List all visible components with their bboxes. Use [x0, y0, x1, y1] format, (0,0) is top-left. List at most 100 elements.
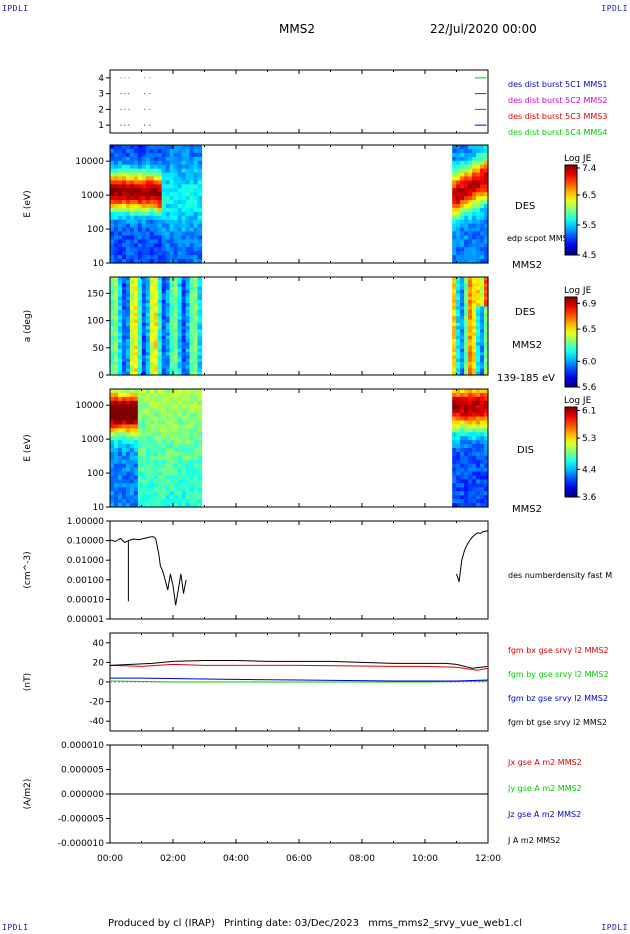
des-pitch-cell — [165, 312, 171, 317]
dis-energy-cell — [185, 487, 191, 492]
dis-energy-cell — [181, 392, 187, 398]
des-pitch-cell — [165, 365, 171, 370]
des-pitch-cell — [452, 296, 457, 301]
dis-energy-cell — [113, 483, 119, 488]
des-energy-cell — [133, 156, 139, 162]
dis-energy-cell — [165, 495, 171, 500]
des-energy-cell — [129, 235, 135, 240]
des-pitch-cell — [153, 371, 159, 376]
des-pitch-cell — [125, 312, 131, 317]
des-energy-cell — [145, 176, 151, 181]
dis-energy-cell — [197, 400, 203, 406]
dis-energy-cell — [121, 499, 127, 504]
des-energy-cell — [197, 192, 203, 197]
dis-energy-cell — [464, 451, 469, 457]
des-energy-cell — [460, 192, 465, 197]
dis-energy-cell — [141, 455, 147, 461]
des-pitch-cell — [480, 299, 485, 304]
des-energy-cell — [145, 259, 151, 264]
dis-energy-cell — [121, 455, 127, 461]
dis-energy-cell — [197, 428, 203, 433]
des-pitch-cell — [456, 332, 461, 337]
des-energy-cell — [153, 172, 159, 178]
dis-energy-cell — [476, 424, 481, 429]
des-energy-cell — [113, 255, 119, 260]
des-energy-cell — [129, 231, 135, 237]
des-energy-cell — [165, 145, 171, 150]
dis-energy-cell — [153, 396, 159, 402]
dis-energy-cell — [137, 499, 143, 504]
dis-energy-cell — [141, 451, 147, 457]
des-energy-cell — [468, 255, 473, 260]
dis-energy-cell — [169, 467, 175, 473]
dis-energy-cell — [197, 408, 203, 414]
des-energy-cell — [153, 243, 159, 248]
dis-energy-cell — [121, 436, 127, 441]
des-pitch-cell — [472, 309, 477, 314]
dis-energy-cell — [464, 491, 469, 496]
des-energy-cell — [464, 243, 469, 248]
dis-energy-cell — [125, 479, 131, 484]
des-pitch-cell — [173, 329, 179, 334]
des-pitch-cell — [189, 312, 195, 317]
dis-energy-cell — [110, 400, 115, 406]
des-energy-cell — [464, 192, 469, 197]
dis-energy-cell — [197, 396, 203, 402]
des-pitch-cell — [476, 303, 481, 307]
des-pitch-cell — [157, 368, 163, 373]
des-energy-cell — [125, 251, 131, 256]
des-pitch-cell — [177, 342, 183, 347]
des-pitch-cell — [133, 352, 139, 356]
des-pitch-cell — [452, 355, 457, 360]
des-energy-cell — [149, 207, 155, 213]
des-pitch-cell — [157, 371, 163, 376]
dis-energy-cell — [149, 432, 155, 437]
des-pitch-cell — [476, 361, 481, 366]
des-energy-cell — [113, 204, 119, 209]
des-pitch-cell — [189, 280, 195, 285]
des-energy-cell — [110, 255, 115, 260]
des-pitch-cell — [117, 352, 123, 356]
des-energy-cell — [137, 188, 143, 193]
des-energy-cell — [177, 200, 183, 205]
des-energy-cell — [133, 168, 139, 174]
des-energy-cell — [197, 188, 203, 193]
dis-energy-cell — [153, 451, 159, 457]
dis-energy-cell — [460, 483, 465, 488]
des-energy-cell — [141, 239, 147, 244]
dis-energy-cell — [133, 432, 139, 437]
des-energy-cell — [189, 168, 195, 174]
dis-energy-cell — [145, 436, 151, 441]
dis-energy-cell — [117, 463, 123, 469]
des-pitch-cell — [165, 322, 171, 327]
des-energy-satellite-label: MMS2 — [512, 260, 542, 271]
des-pitch-cell — [145, 358, 151, 363]
dis-energy-cell — [113, 389, 119, 394]
des-pitch-cell — [185, 309, 191, 314]
dis-energy-cell — [129, 420, 135, 425]
dis-energy-cell — [173, 440, 179, 445]
dis-energy-cell — [189, 444, 195, 449]
des-energy-cell — [464, 219, 469, 225]
des-energy-cell — [117, 172, 123, 178]
des-energy-cell — [185, 160, 191, 166]
des-pitch-cell — [181, 368, 187, 373]
des-energy-cell — [110, 200, 115, 205]
des-energy-cell — [169, 196, 175, 201]
dis-energy-cell — [157, 487, 163, 492]
des-energy-cell — [149, 200, 155, 205]
des-pitch-cell — [129, 286, 135, 291]
dis-energy-cell — [456, 389, 461, 394]
dis-energy-cell — [480, 471, 485, 477]
des-pitch-cell — [161, 345, 167, 350]
dis-energy-cell — [125, 389, 131, 394]
des-energy-cell — [456, 148, 461, 154]
dis-energy-cell — [165, 428, 171, 433]
dis-energy-cell — [480, 451, 485, 457]
des-pitch-cell — [456, 365, 461, 370]
dis-energy-cell — [173, 503, 179, 508]
des-pitch-satellite-label: MMS2 — [512, 340, 542, 351]
dis-energy-cell — [460, 467, 465, 473]
des-energy-cell — [484, 196, 489, 201]
des-pitch-cell — [173, 352, 179, 356]
